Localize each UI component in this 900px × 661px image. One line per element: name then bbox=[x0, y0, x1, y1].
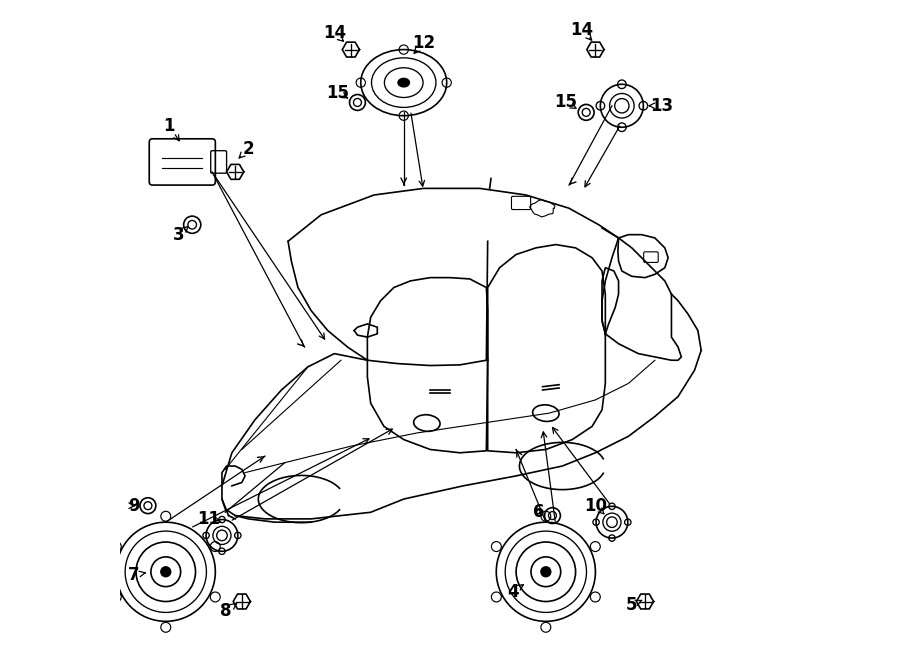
Text: 15: 15 bbox=[554, 93, 577, 112]
Text: 12: 12 bbox=[412, 34, 435, 52]
Text: 9: 9 bbox=[128, 496, 140, 515]
Text: 2: 2 bbox=[243, 139, 254, 158]
Text: 6: 6 bbox=[534, 503, 545, 522]
Text: 15: 15 bbox=[326, 83, 349, 102]
Text: 7: 7 bbox=[128, 566, 140, 584]
Text: 4: 4 bbox=[507, 582, 518, 601]
Text: 13: 13 bbox=[650, 97, 673, 115]
Text: 10: 10 bbox=[584, 496, 607, 515]
Circle shape bbox=[161, 567, 171, 576]
Text: 14: 14 bbox=[323, 24, 346, 42]
Text: 14: 14 bbox=[571, 20, 594, 39]
Ellipse shape bbox=[397, 78, 410, 87]
Circle shape bbox=[541, 567, 551, 576]
Text: 1: 1 bbox=[163, 116, 175, 135]
Text: 3: 3 bbox=[173, 225, 184, 244]
Text: 11: 11 bbox=[197, 510, 220, 528]
Text: 5: 5 bbox=[626, 596, 637, 614]
Text: 8: 8 bbox=[220, 602, 231, 621]
